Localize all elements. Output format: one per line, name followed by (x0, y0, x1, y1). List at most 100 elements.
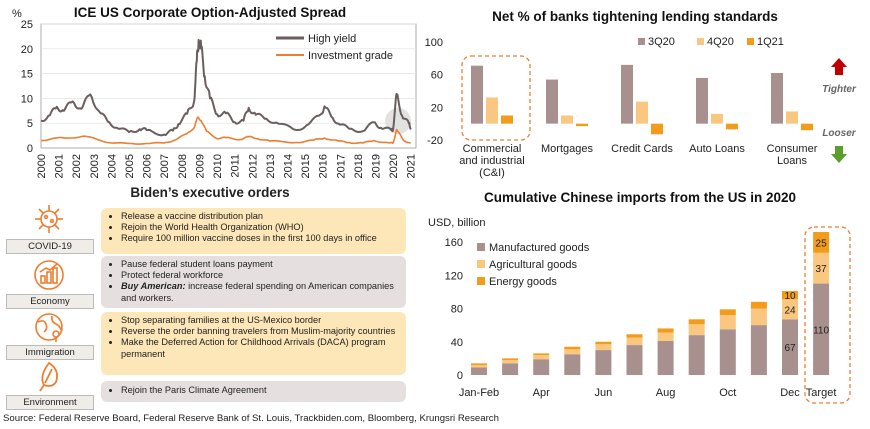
immigration-icon (35, 313, 63, 342)
imports-bar-segment (471, 367, 487, 375)
oas-x-tick-label: 2006 (142, 154, 154, 178)
oas-x-tick-label: 2000 (36, 154, 48, 178)
imports-bar-segment (626, 337, 643, 346)
lending-y-tick-label: -20 (427, 135, 443, 147)
lending-bar (651, 123, 663, 135)
imports-bar-segment (471, 363, 487, 366)
high-yield-line (40, 38, 412, 137)
biden-title: Biden’s executive orders (130, 185, 290, 200)
imports-legend-label: Energy goods (489, 276, 557, 288)
lending-legend-swatch (747, 38, 754, 45)
oas-x-tick-label: 2008 (177, 154, 189, 178)
lending-category-label: Loans (777, 155, 807, 167)
oas-y-tick-label: 15 (21, 69, 33, 81)
imports-bar-segment (750, 308, 767, 326)
imports-bar-segment (564, 354, 581, 375)
imports-bar-segment (502, 363, 519, 375)
lending-chart-title: Net % of banks tightening lending standa… (492, 9, 778, 24)
source-note: Source: Federal Reserve Board, Federal R… (3, 413, 499, 424)
imports-x-tick-label: Apr (533, 387, 550, 399)
oas-chart: ICE US Corporate Option-Adjusted Spread … (12, 5, 418, 178)
imports-bar-segment (657, 332, 674, 341)
imports-y-tick-label: 120 (445, 270, 463, 282)
oas-x-tick-label: 2011 (230, 154, 242, 178)
economy-icon (34, 260, 64, 290)
imports-legend-swatch (477, 243, 485, 251)
leaf-icon (39, 361, 58, 392)
buy-american-lead: Buy American: (121, 281, 186, 292)
oas-x-tick-label: 2004 (106, 154, 118, 178)
lending-category-label: Consumer (767, 143, 818, 155)
lending-bar (561, 115, 573, 124)
economy-item: Protect federal workforce (121, 270, 400, 281)
lending-category-label: Auto Loans (689, 143, 745, 155)
oas-chart-title: ICE US Corporate Option-Adjusted Spread (74, 5, 346, 20)
imports-data-label: 37 (816, 264, 828, 275)
oas-x-tick-label: 2014 (282, 154, 294, 178)
imports-legend-label: Agricultural goods (489, 259, 578, 271)
imports-bar-segment (471, 365, 487, 368)
oas-x-tick-label: 2010 (212, 154, 224, 178)
lending-legend-label: 4Q20 (707, 36, 734, 48)
legend-investment-grade-label: Investment grade (308, 50, 393, 62)
lending-y-tick-label: 20 (431, 102, 443, 114)
oas-legend: High yield Investment grade (276, 33, 393, 62)
oas-y-tick-label: 20 (21, 44, 33, 56)
economy-item-buy-american: Buy American: increase federal spending … (121, 281, 400, 303)
lending-legend-swatch (638, 38, 645, 45)
imports-y-tick-label: 40 (451, 337, 463, 349)
imports-x-tick-label: Aug (656, 387, 676, 399)
imports-bar-segment (595, 341, 612, 345)
immigration-item: Stop separating families at the US-Mexic… (121, 315, 400, 326)
category-economy: Economy (6, 294, 94, 309)
imports-bar-segment (564, 346, 581, 350)
looser-label: Looser (822, 128, 856, 139)
imports-legend-swatch (477, 260, 485, 268)
environment-card: Rejoin the Paris Climate Agreement (101, 381, 406, 402)
oas-x-tick-label: 2005 (124, 154, 136, 178)
imports-legend-swatch (477, 277, 485, 285)
imports-bar-segment (688, 335, 705, 375)
immigration-card: Stop separating families at the US-Mexic… (101, 312, 406, 375)
imports-bar-segment (502, 358, 519, 361)
lending-legend-label: 3Q20 (648, 36, 675, 48)
tighter-annotation: Tighter (822, 58, 857, 95)
lending-category-label: (C&I) (479, 167, 505, 179)
imports-bar-segment (688, 319, 705, 325)
lending-bar (621, 64, 633, 124)
economy-item: Pause federal student loans payment (121, 259, 400, 270)
lending-bar (471, 65, 483, 124)
oas-y-unit: % (12, 8, 22, 20)
oas-x-tick-label: 2001 (54, 154, 66, 178)
imports-y-tick-label: 0 (457, 370, 463, 382)
oas-x-tick-label: 2003 (89, 154, 101, 178)
imports-x-tick-label: Target (806, 387, 837, 399)
lending-category-label: and industrial (459, 155, 524, 167)
oas-x-tick-label: 2019 (371, 154, 383, 178)
imports-bar-segment (750, 325, 767, 375)
lending-y-tick-label: 100 (425, 37, 443, 49)
imports-bar-segment (502, 360, 519, 364)
imports-data-label: 67 (784, 343, 796, 354)
imports-bar-segment (782, 299, 798, 320)
imports-chart: Cumulative Chinese imports from the US i… (428, 190, 851, 404)
lending-chart: Net % of banks tightening lending standa… (425, 9, 857, 179)
environment-item: Rejoin the Paris Climate Agreement (121, 385, 400, 396)
imports-bar-segment (657, 340, 674, 375)
covid-card: Release a vaccine distribution plan Rejo… (101, 208, 406, 254)
lending-category-label: Mortgages (541, 143, 593, 155)
oas-x-tick-label: 2002 (71, 154, 83, 178)
imports-bar-segment (813, 283, 830, 375)
category-immigration: Immigration (6, 345, 94, 360)
lending-bar (801, 123, 813, 131)
economy-card: Pause federal student loans payment Prot… (101, 256, 406, 308)
imports-legend-label: Manufactured goods (489, 242, 590, 254)
oas-y-tick-label: 0 (27, 143, 33, 155)
lending-y-tick-label: 60 (431, 70, 443, 82)
lending-bar (501, 115, 513, 124)
covid-item: Release a vaccine distribution plan (121, 211, 400, 222)
investment-grade-line (40, 116, 411, 145)
imports-y-tick-label: 80 (451, 304, 463, 316)
imports-bar-segment (782, 319, 798, 375)
oas-x-tick-label: 2018 (353, 154, 365, 178)
